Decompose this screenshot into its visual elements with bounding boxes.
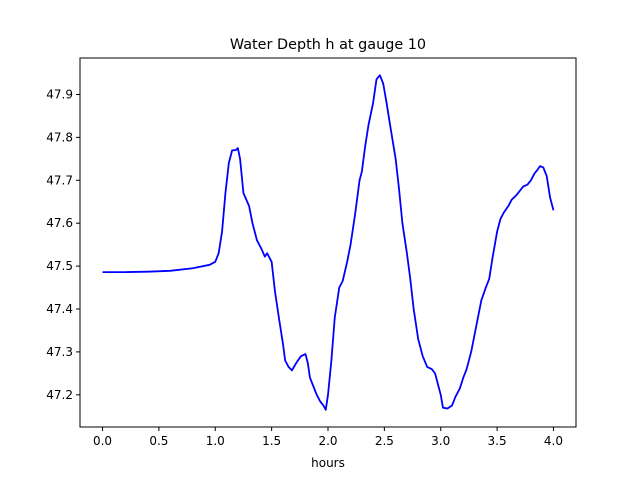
x-tick-label: 1.0 bbox=[206, 434, 225, 448]
y-tick-label: 47.6 bbox=[46, 216, 73, 230]
chart-title: Water Depth h at gauge 10 bbox=[230, 37, 426, 53]
x-tick-label: 0.0 bbox=[93, 434, 112, 448]
x-tick-label: 4.0 bbox=[544, 434, 563, 448]
y-tick-label: 47.7 bbox=[46, 173, 73, 187]
y-tick-label: 47.3 bbox=[46, 345, 73, 359]
plot-area bbox=[80, 58, 576, 427]
y-tick-label: 47.8 bbox=[46, 130, 73, 144]
x-tick-label: 2.5 bbox=[375, 434, 394, 448]
x-tick-label: 1.5 bbox=[262, 434, 281, 448]
series-line-0 bbox=[102, 74, 555, 411]
y-tick-label: 47.5 bbox=[46, 259, 73, 273]
y-tick-label: 47.4 bbox=[46, 302, 73, 316]
y-tick-label: 47.9 bbox=[46, 87, 73, 101]
x-tick-label: 3.0 bbox=[431, 434, 450, 448]
x-tick-label: 3.5 bbox=[488, 434, 507, 448]
y-tick-label: 47.2 bbox=[46, 388, 73, 402]
x-tick-label: 0.5 bbox=[149, 434, 168, 448]
x-tick-label: 2.0 bbox=[318, 434, 337, 448]
x-axis-label: hours bbox=[311, 456, 345, 470]
